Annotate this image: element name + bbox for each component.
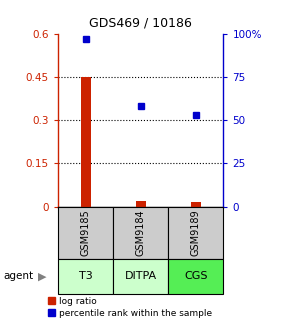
Text: DITPA: DITPA	[125, 271, 157, 281]
Bar	[191, 202, 201, 207]
Text: T3: T3	[79, 271, 93, 281]
Bar	[113, 207, 168, 259]
Bar	[81, 77, 90, 207]
Bar	[168, 207, 223, 259]
Text: GSM9185: GSM9185	[81, 209, 90, 256]
Bar	[136, 202, 146, 207]
Text: GSM9184: GSM9184	[136, 209, 146, 256]
Bar	[58, 207, 113, 259]
Legend: log ratio, percentile rank within the sample: log ratio, percentile rank within the sa…	[48, 297, 212, 318]
Text: CGS: CGS	[184, 271, 208, 281]
Bar	[113, 259, 168, 294]
Text: GSM9189: GSM9189	[191, 209, 201, 256]
Text: ▶: ▶	[38, 271, 46, 281]
Bar	[58, 259, 113, 294]
Bar	[168, 259, 223, 294]
Text: agent: agent	[3, 271, 33, 281]
Title: GDS469 / 10186: GDS469 / 10186	[89, 17, 192, 30]
